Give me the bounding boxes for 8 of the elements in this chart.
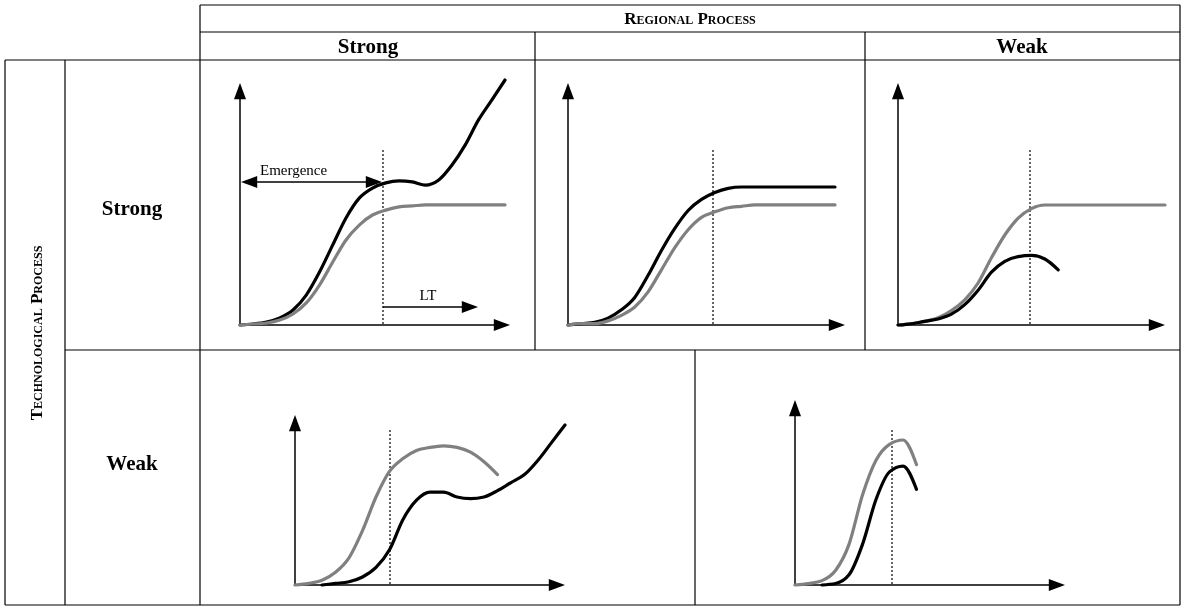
text: Strong	[337, 34, 399, 58]
text: Weak	[996, 34, 1048, 58]
annotation: LT	[419, 287, 437, 303]
annotation: Emergence	[260, 162, 328, 178]
text: Regional Process	[624, 9, 757, 28]
text: Technological Process	[27, 245, 46, 421]
text: Weak	[106, 451, 158, 475]
text: Strong	[101, 196, 163, 220]
